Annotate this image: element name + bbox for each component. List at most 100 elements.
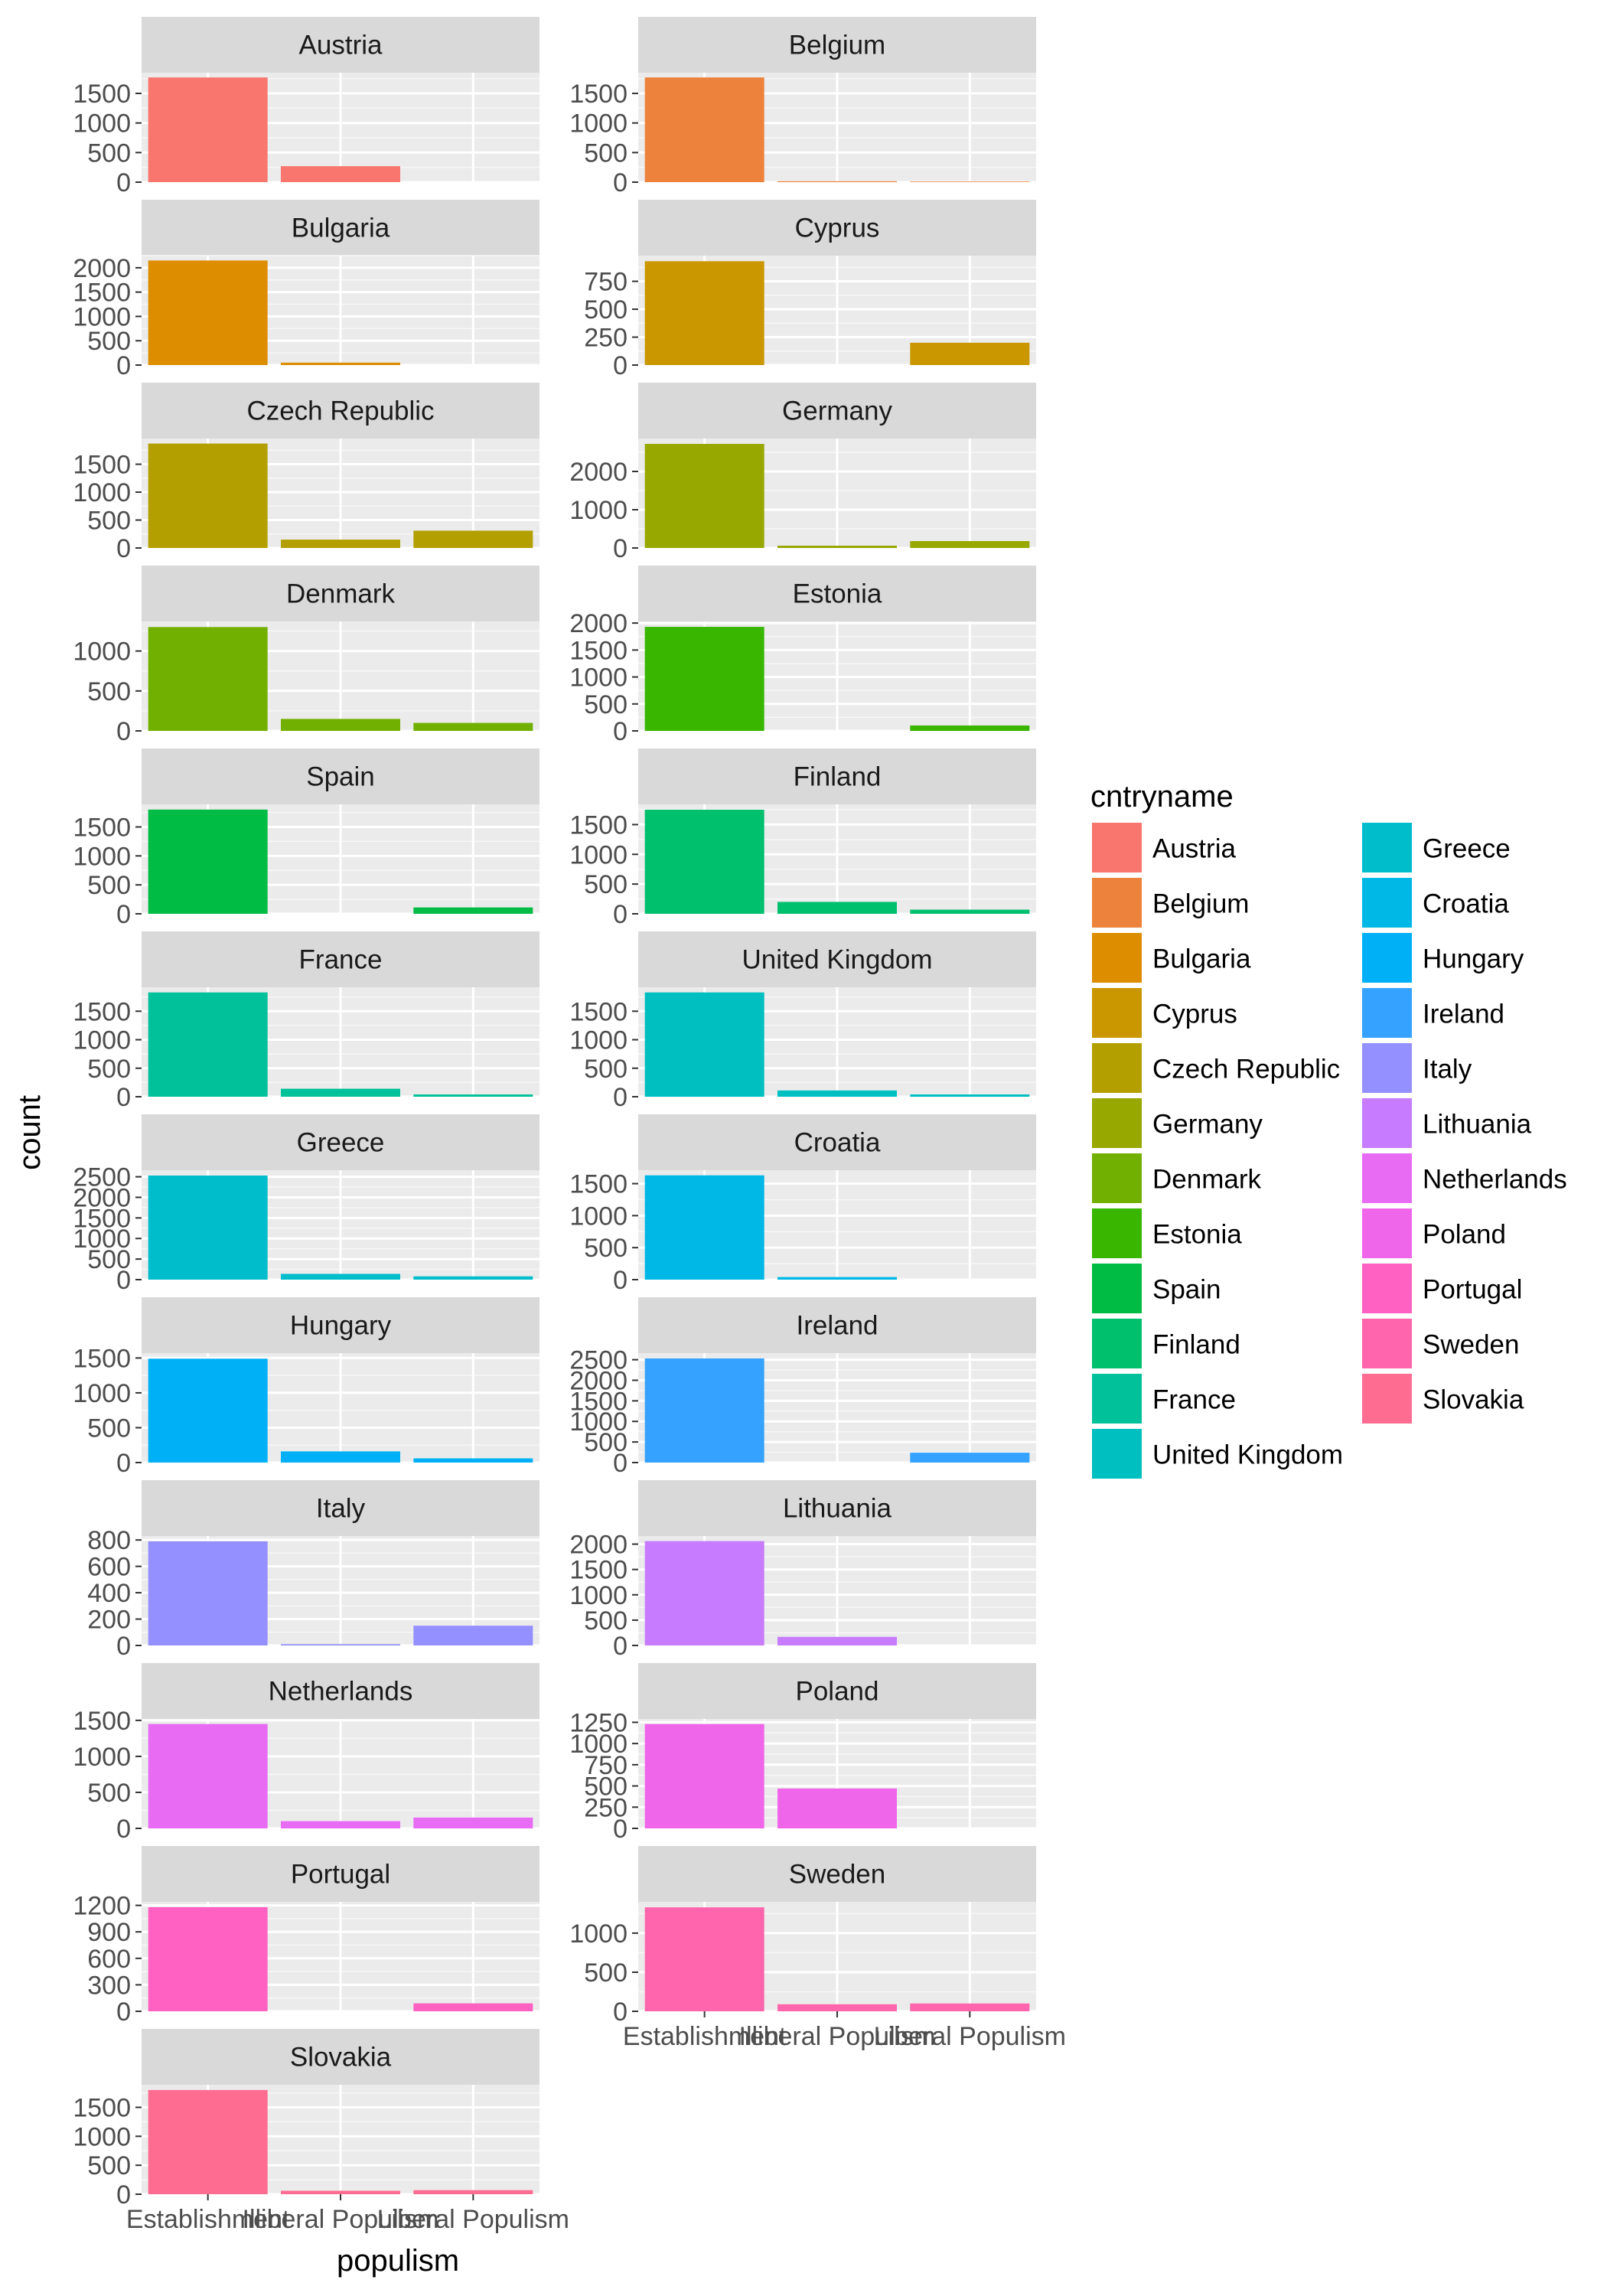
y-tick-label: 0 <box>116 1266 131 1295</box>
bar-italy-illiberal-populism <box>281 1644 400 1645</box>
bar-belgium-establishment <box>644 77 764 183</box>
y-tick-label: 500 <box>584 295 627 325</box>
y-tick-label: 500 <box>87 139 131 168</box>
legend-key <box>1362 823 1412 872</box>
legend-item-ireland: Ireland <box>1362 988 1504 1038</box>
y-tick-label: 2500 <box>569 1346 627 1375</box>
y-tick-label: 500 <box>87 1245 131 1274</box>
facet-strip <box>142 1297 539 1353</box>
legend-key <box>1362 1264 1412 1313</box>
legend-key <box>1362 1043 1412 1093</box>
y-tick-label: 1000 <box>73 1225 131 1254</box>
facet-panel-hungary: Hungary 0 500 1000 1500 <box>73 1297 539 1478</box>
facet-strip <box>142 1114 539 1170</box>
bar-estonia-liberal-populism <box>910 725 1030 731</box>
y-tick-label: 500 <box>87 871 131 900</box>
bar-bulgaria-establishment <box>148 260 268 365</box>
bar-finland-liberal-populism <box>910 909 1030 914</box>
legend-label: Greece <box>1423 834 1511 864</box>
legend: cntryname Austria Belgium Bulgaria Cyprus Cz… <box>1090 780 1567 1479</box>
y-tick-label: 0 <box>116 1449 131 1478</box>
facet-title: Spain <box>306 762 375 792</box>
bar-belgium-liberal-populism <box>910 181 1030 182</box>
legend-item-italy: Italy <box>1362 1043 1472 1093</box>
legend-key <box>1092 1429 1142 1479</box>
facet-strip <box>142 1663 539 1719</box>
y-tick-label: 0 <box>613 900 627 929</box>
bar-czech-republic-establishment <box>148 443 268 548</box>
legend-key <box>1092 1098 1142 1148</box>
y-tick-label: 0 <box>613 717 627 746</box>
y-tick-label: 0 <box>116 1632 131 1661</box>
bar-ireland-liberal-populism <box>910 1453 1030 1463</box>
y-tick-label: 1000 <box>569 1581 627 1610</box>
legend-item-austria: Austria <box>1092 823 1236 872</box>
facet-title: Estonia <box>793 579 882 609</box>
y-tick-label: 1500 <box>73 814 131 843</box>
facet-strip <box>142 931 539 987</box>
y-tick-label: 1000 <box>73 1743 131 1772</box>
legend-label: Bulgaria <box>1152 944 1251 974</box>
y-tick-label: 500 <box>87 327 131 356</box>
bar-poland-illiberal-populism <box>777 1788 897 1828</box>
facet-title: Slovakia <box>290 2043 392 2073</box>
facet-strip <box>638 1297 1036 1353</box>
facet-panels: Austria050010001500Belgium050010001500Bu… <box>73 17 1066 2234</box>
bar-sweden-establishment <box>644 1907 764 2011</box>
legend-key <box>1092 823 1142 872</box>
bar-sweden-illiberal-populism <box>777 2004 897 2011</box>
bar-italy-liberal-populism <box>413 1626 533 1645</box>
facet-strip <box>142 1846 539 1902</box>
y-tick-label: 1000 <box>569 664 627 693</box>
y-tick-label: 1250 <box>569 1708 627 1737</box>
y-tick-label: 1000 <box>73 1026 131 1055</box>
y-tick-label: 250 <box>584 324 627 353</box>
facet-strip <box>142 566 539 621</box>
x-tick-label: Establishment <box>126 2205 290 2234</box>
bar-lithuania-illiberal-populism <box>777 1636 897 1645</box>
y-tick-label: 2000 <box>73 254 131 283</box>
y-tick-label: 0 <box>613 1998 627 2027</box>
facet-strip <box>142 2029 539 2085</box>
facet-strip <box>142 200 539 256</box>
y-tick-label: 0 <box>613 1449 627 1478</box>
y-tick-label: 1000 <box>569 496 627 525</box>
y-tick-label: 500 <box>87 1779 131 1808</box>
legend-label: Portugal <box>1423 1275 1522 1305</box>
y-tick-label: 1500 <box>73 1204 131 1233</box>
bar-sweden-liberal-populism <box>910 2003 1030 2011</box>
legend-label: Croatia <box>1423 889 1509 919</box>
facet-strip <box>638 1846 1036 1902</box>
facet-strip <box>638 1114 1036 1170</box>
legend-key <box>1092 1208 1142 1258</box>
legend-key <box>1362 988 1412 1038</box>
y-tick-label: 500 <box>584 1055 627 1084</box>
bar-estonia-establishment <box>644 627 764 731</box>
bar-denmark-liberal-populism <box>413 722 533 731</box>
bar-denmark-illiberal-populism <box>281 719 400 731</box>
y-tick-label: 500 <box>584 1773 627 1802</box>
bar-united-kingdom-liberal-populism <box>910 1094 1030 1097</box>
bar-france-liberal-populism <box>413 1094 533 1097</box>
y-tick-label: 500 <box>584 1428 627 1457</box>
bar-greece-establishment <box>148 1175 268 1280</box>
y-tick-label: 1500 <box>569 1170 627 1199</box>
legend-key <box>1092 1043 1142 1093</box>
bar-belgium-illiberal-populism <box>777 181 897 182</box>
legend-item-estonia: Estonia <box>1092 1208 1242 1258</box>
y-tick-label: 1500 <box>73 80 131 109</box>
y-tick-label: 0 <box>116 168 131 197</box>
facet-strip <box>638 383 1036 439</box>
bar-greece-liberal-populism <box>413 1276 533 1280</box>
facet-title: Czech Republic <box>246 396 434 426</box>
legend-label: France <box>1152 1385 1236 1415</box>
legend-item-greece: Greece <box>1362 823 1511 872</box>
legend-item-lithuania: Lithuania <box>1362 1098 1532 1148</box>
y-tick-label: 0 <box>613 1083 627 1112</box>
y-tick-label: 200 <box>87 1606 131 1635</box>
